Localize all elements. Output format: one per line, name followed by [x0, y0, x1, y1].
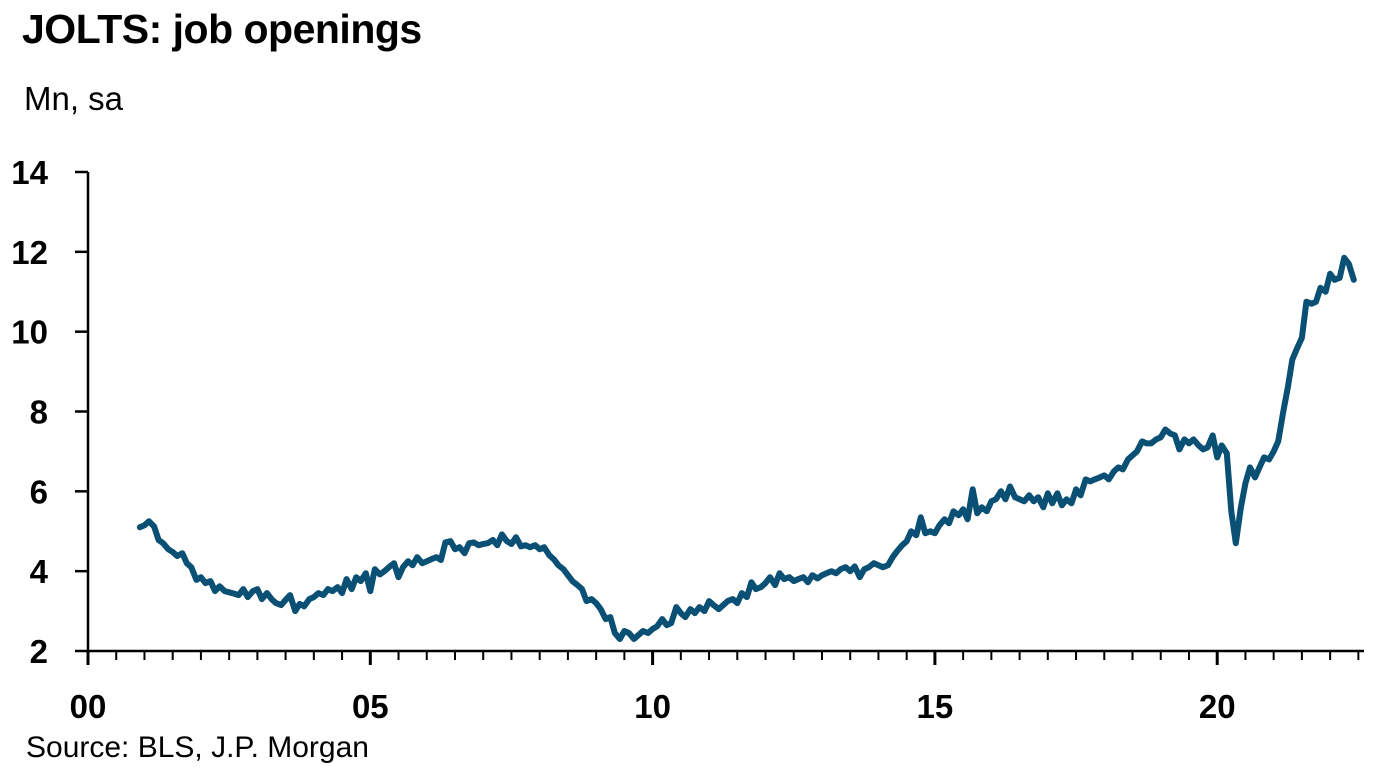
y-tick-label: 2 [30, 633, 48, 670]
chart-unit-label: Mn, sa [24, 80, 124, 117]
y-axis: 2 4 6 8 10 12 14 [11, 154, 90, 670]
y-tick-label: 10 [11, 314, 48, 351]
y-tick-label: 8 [30, 394, 48, 431]
y-tick-label: 6 [30, 473, 48, 510]
x-tick-label: 15 [917, 688, 954, 725]
y-tick-label: 12 [11, 234, 48, 271]
job-openings-series-line [136, 254, 1357, 642]
plot-area [136, 254, 1357, 642]
x-tick-label: 10 [634, 688, 671, 725]
x-axis: 00 05 10 15 20 [70, 649, 1364, 725]
y-tick-label: 14 [11, 154, 48, 191]
y-tick-label: 4 [30, 553, 49, 590]
x-tick-label: 20 [1199, 688, 1236, 725]
source-note: Source: BLS, J.P. Morgan [26, 731, 369, 764]
x-tick-label: 00 [70, 688, 107, 725]
x-tick-label: 05 [352, 688, 389, 725]
chart-title: JOLTS: job openings [22, 6, 422, 52]
